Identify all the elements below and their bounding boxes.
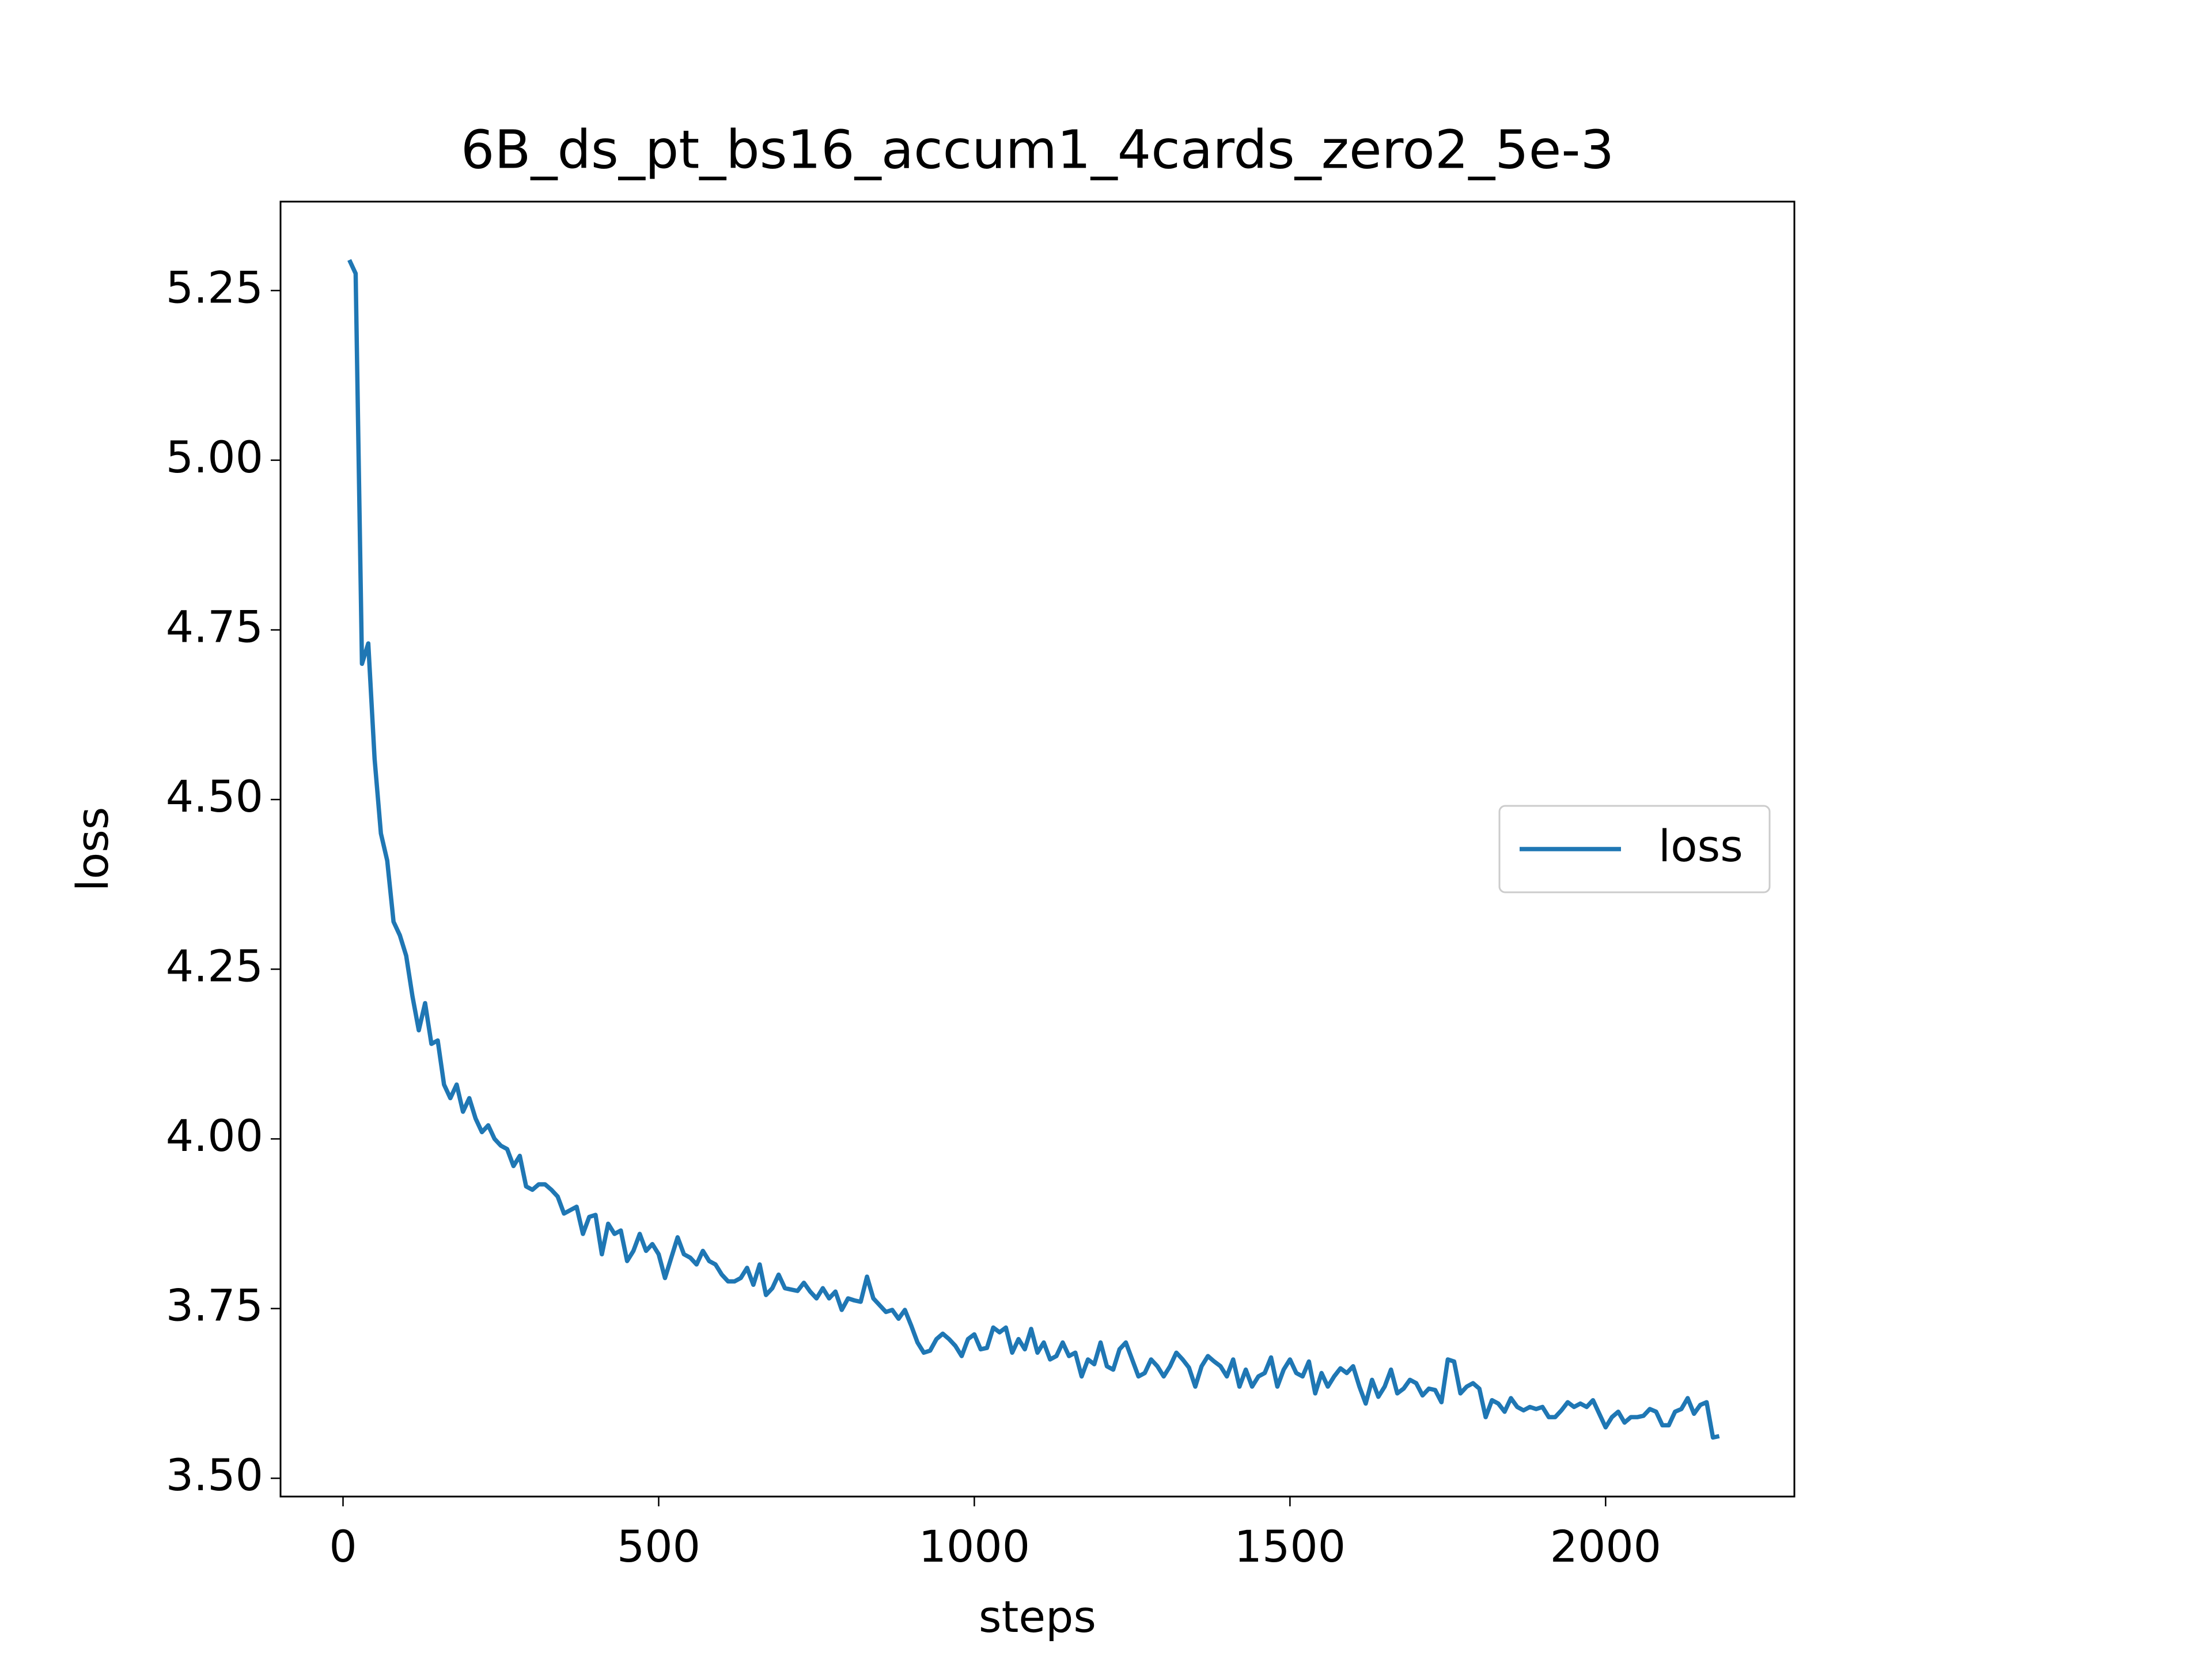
x-tick-label: 0 bbox=[329, 1521, 357, 1572]
y-tick-label: 4.75 bbox=[166, 601, 263, 652]
y-tick-label: 5.25 bbox=[166, 262, 263, 313]
chart-title: 6B_ds_pt_bs16_accum1_4cards_zero2_5e-3 bbox=[461, 119, 1614, 180]
y-tick-label: 3.50 bbox=[166, 1449, 263, 1501]
line-series bbox=[347, 259, 1720, 1440]
y-tick-label: 4.25 bbox=[166, 941, 263, 992]
x-tick-label: 1500 bbox=[1234, 1521, 1346, 1572]
legend-box bbox=[1498, 805, 1771, 893]
y-tick-label: 4.00 bbox=[166, 1110, 263, 1161]
plot-frame bbox=[279, 200, 1796, 1498]
y-tick-label: 4.50 bbox=[166, 771, 263, 822]
x-tick-label: 1000 bbox=[919, 1521, 1030, 1572]
y-tick-label: 3.75 bbox=[166, 1280, 263, 1331]
x-tick-label: 2000 bbox=[1550, 1521, 1661, 1572]
x-axis-label: steps bbox=[979, 1591, 1096, 1642]
y-axis-label: loss bbox=[67, 807, 118, 892]
x-tick-label: 500 bbox=[617, 1521, 700, 1572]
y-tick-label: 5.00 bbox=[166, 431, 263, 483]
legend-label: loss bbox=[1658, 820, 1743, 872]
